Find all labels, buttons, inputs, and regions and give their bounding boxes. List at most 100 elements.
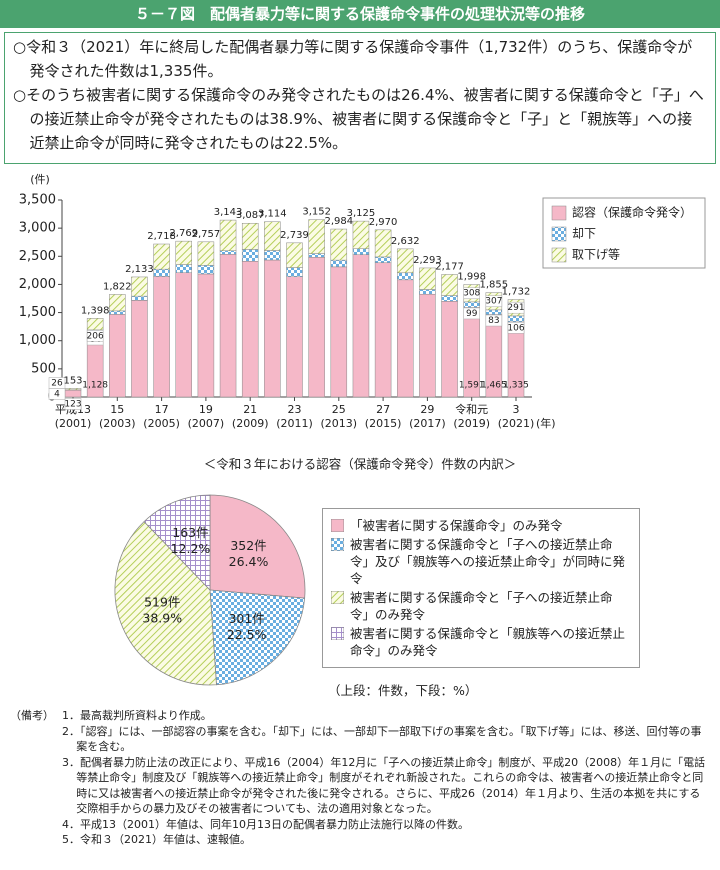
bar-segment — [109, 294, 126, 312]
bar-segment — [463, 301, 480, 308]
bar-segment — [264, 250, 281, 261]
bar-segment — [131, 300, 148, 398]
y-tick-label: 1,500 — [19, 305, 56, 320]
y-unit: (件) — [30, 173, 50, 186]
label-box — [463, 287, 480, 299]
x-tick-label: 27 — [376, 403, 390, 416]
total-label: 1,822 — [103, 281, 132, 292]
legend-label: 認容（保護命令発令） — [572, 205, 692, 220]
legend-swatch — [331, 591, 344, 604]
total-label: 2,984 — [324, 216, 353, 227]
legend-label: 却下 — [572, 227, 596, 241]
bar-segment — [441, 274, 458, 296]
x-tick-label: 25 — [332, 403, 346, 416]
bar-segment — [352, 248, 370, 255]
pie-legend: 「被害者に関する保護命令」のみ発令被害者に関する保護命令と「子への接近禁止命令」… — [322, 508, 640, 668]
bar-segment — [197, 265, 215, 275]
data-label: 106 — [507, 323, 524, 333]
label-box — [48, 377, 66, 389]
pie-note: （上段：件数，下段：%） — [328, 683, 478, 698]
legend-swatch — [551, 205, 567, 221]
summary-line: ○令和３（2021）年に終局した配偶者暴力等に関する保護命令事件（1,732件）… — [13, 38, 693, 80]
total-label: 3,143 — [214, 207, 243, 218]
bar-segment — [352, 254, 370, 398]
bar-segment — [507, 315, 525, 323]
bar-segment — [330, 266, 348, 398]
y-tick-label: 2,500 — [19, 249, 56, 264]
legend-label: 被害者に関する保護命令と「親族等への接近禁止命令」のみ発令 — [350, 626, 626, 658]
slice-count: 352件 — [230, 538, 266, 553]
data-label: 307 — [485, 297, 502, 307]
bar-segment — [153, 243, 170, 270]
note-item: 5．令和３（2021）年値は、速報値。 — [62, 833, 251, 846]
bar-segment — [197, 241, 215, 266]
bar-segment — [308, 253, 325, 258]
total-label: 3,114 — [258, 209, 287, 220]
label-box — [507, 322, 525, 334]
data-label: 206 — [87, 331, 104, 341]
x-tick-label: (2013) — [321, 417, 358, 430]
bar-segment — [397, 279, 414, 398]
notes-label: （備考） — [10, 709, 54, 722]
bar-segment — [264, 221, 281, 251]
total-label: 2,177 — [435, 261, 464, 272]
data-label: 4 — [54, 390, 60, 400]
y-tick-label: 3,500 — [19, 193, 56, 208]
note-item: 3．配偶者暴力防止法の改正により、平成16（2004）年12月に「子への接近禁止… — [62, 755, 706, 816]
notes-items: 1．最高裁判所資料より作成。 2．「認容」には、一部認容の事案を含む。「却下」に… — [62, 708, 710, 848]
x-tick-label: 29 — [420, 403, 434, 416]
total-label: 1,855 — [480, 280, 509, 291]
bar-segment — [241, 249, 259, 262]
legend-box — [542, 197, 706, 269]
bar-segment — [308, 257, 325, 398]
bar-segment — [485, 309, 503, 315]
legend-item: 被害者に関する保護命令と「子への接近禁止命令」のみ発令 — [331, 589, 631, 623]
legend-label: 「被害者に関する保護命令」のみ発令 — [350, 518, 563, 533]
x-tick-label: (2015) — [365, 417, 402, 430]
bar-segment — [131, 276, 148, 297]
data-label: 99 — [466, 309, 478, 319]
x-tick-label: (2021) — [498, 417, 535, 430]
total-label: 2,632 — [391, 236, 420, 247]
total-label: 1,998 — [457, 272, 486, 283]
slice-count: 163件 — [172, 525, 208, 540]
note-item: 1．最高裁判所資料より作成。 — [62, 709, 212, 722]
total-label: 1,398 — [81, 305, 110, 316]
pie-slice — [209, 589, 306, 686]
bar-segment — [374, 229, 392, 258]
legend-swatch — [331, 627, 344, 640]
bar-segment — [153, 268, 170, 277]
x-tick-label: (2007) — [188, 417, 225, 430]
bar-segment — [352, 220, 370, 249]
total-label: 2,739 — [280, 230, 309, 241]
total-label: 153 — [63, 375, 82, 386]
slice-percent: 38.9% — [142, 611, 182, 626]
summary-box: ○令和３（2021）年に終局した配偶者暴力等に関する保護命令事件（1,732件）… — [4, 32, 716, 164]
total-label: 3,152 — [302, 207, 331, 218]
bar-segment — [64, 389, 82, 398]
label-box — [507, 301, 525, 314]
data-label: 1,465 — [481, 381, 507, 391]
legend-label: 取下げ等 — [572, 248, 620, 262]
bar-segment — [419, 267, 436, 290]
total-label: 2,769 — [169, 228, 198, 239]
x-tick-label: 21 — [243, 403, 257, 416]
label-box — [86, 330, 104, 342]
slice-percent: 12.2% — [171, 541, 211, 556]
bar-segment — [374, 256, 392, 264]
data-label: 1,128 — [82, 381, 108, 391]
total-label: 2,970 — [369, 217, 398, 228]
legend-label: 被害者に関する保護命令と「子への接近禁止命令」のみ発令 — [350, 590, 613, 622]
x-tick-label: 23 — [288, 403, 302, 416]
legend-label: 被害者に関する保護命令と「子への接近禁止命令」及び「親族等への接近禁止命令」が同… — [350, 537, 626, 586]
bar-segment — [330, 228, 348, 261]
data-label: 291 — [507, 303, 524, 313]
legend-swatch — [331, 538, 344, 551]
bar-segment — [308, 219, 325, 254]
bar-segment — [109, 310, 126, 315]
bar-segment — [441, 301, 458, 398]
header-title: ５－７図 配偶者暴力等に関する保護命令事件の処理状況等の推移 — [0, 0, 720, 28]
notes: （備考） 1．最高裁判所資料より作成。 2．「認容」には、一部認容の事案を含む。… — [10, 708, 710, 848]
